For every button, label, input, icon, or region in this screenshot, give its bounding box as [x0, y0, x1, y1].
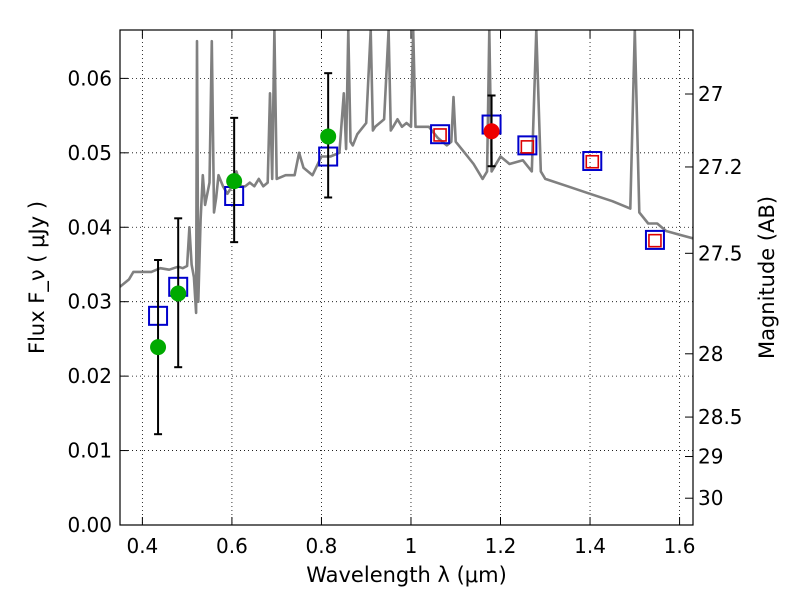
- model-square: [644, 229, 665, 250]
- grid: [120, 30, 693, 525]
- y-tick-label: 0.02: [67, 364, 112, 388]
- right-tick-label: 29: [698, 445, 723, 469]
- data-point: [226, 173, 243, 190]
- x-tick-label: 1.4: [574, 534, 606, 558]
- right-tick-label: 27.5: [698, 241, 743, 265]
- right-tick-label: 28: [698, 342, 723, 366]
- red-square: [585, 154, 600, 169]
- data-point: [150, 339, 167, 356]
- y-axis-label-right: Magnitude (AB): [755, 196, 779, 359]
- data-marks: [148, 72, 665, 436]
- right-tick-label: 28.5: [698, 405, 743, 429]
- red-square: [648, 233, 662, 248]
- plot-frame: [119, 29, 694, 526]
- x-tick-label: 0.4: [126, 534, 158, 558]
- red-square: [433, 128, 447, 142]
- model-square: [517, 135, 538, 156]
- y-tick-label: 0.06: [67, 66, 112, 90]
- data-point: [170, 285, 187, 302]
- y-tick-label: 0.01: [67, 439, 112, 463]
- right-tick-label: 30: [698, 486, 723, 510]
- y-tick-label: 0.03: [67, 290, 112, 314]
- x-axis-label: Wavelength λ (μm): [306, 563, 507, 587]
- right-tick-label: 27.2: [698, 155, 743, 179]
- data-point: [483, 123, 500, 140]
- model-square: [582, 151, 603, 172]
- y-axis-label-left: Flux F_ν ( μJy ): [25, 201, 50, 354]
- red-square: [520, 140, 535, 154]
- x-tick-label: 1.2: [485, 534, 517, 558]
- spectrum-series: [120, 30, 693, 315]
- spectrum-line: [120, 30, 693, 315]
- x-tick-label: 1: [405, 534, 418, 558]
- model-square: [430, 124, 451, 145]
- right-tick-label: 27: [698, 82, 723, 106]
- axis-ticks: 0.4 0.6 0.8 1 1.2 1.4 1.6 0.00 0.01 0.02 0.03 0.04 0…: [67, 30, 743, 558]
- x-tick-label: 1.6: [664, 534, 696, 558]
- x-tick-label: 0.8: [306, 534, 338, 558]
- y-tick-label: 0.05: [67, 141, 112, 165]
- y-tick-label: 0.00: [67, 513, 112, 537]
- y-axis-label-text: Flux F_ν ( μJy ): [25, 201, 50, 354]
- x-tick-label: 0.6: [216, 534, 248, 558]
- y-tick-label: 0.04: [67, 215, 112, 239]
- data-point: [320, 128, 337, 145]
